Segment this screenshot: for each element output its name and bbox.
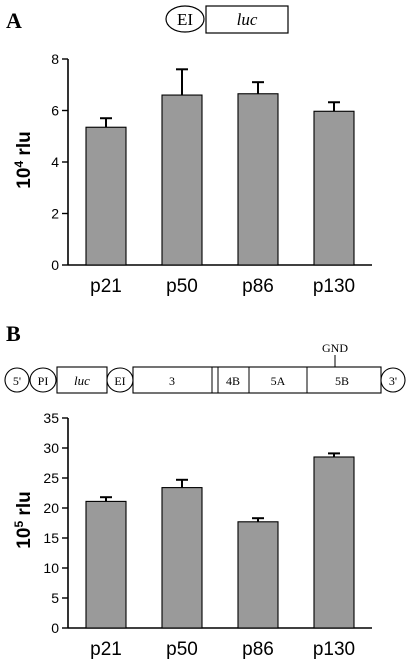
seg-4b-label: 4B [226, 374, 240, 388]
seg-5a-label: 5A [271, 374, 286, 388]
ei-label-b: EI [114, 374, 125, 388]
luc-label: luc [237, 10, 258, 29]
y-tick-label: 2 [51, 206, 59, 222]
category-label: p21 [90, 276, 122, 297]
luc-label-b: luc [74, 373, 90, 388]
y-axis-label-exponent: 4 [12, 161, 26, 168]
category-label: p130 [313, 639, 355, 660]
panel-a-construct: EI luc [165, 5, 289, 34]
panel-a-letter: A [6, 8, 22, 33]
ei-label: EI [177, 10, 193, 29]
category-label: p86 [242, 276, 274, 297]
y-axis-label-base: 10 [14, 528, 35, 549]
panel-b-letter: B [6, 321, 21, 346]
y-axis-label-base: 10 [14, 168, 35, 189]
y-tick-label: 8 [51, 51, 59, 67]
y-axis-label-exponent: 5 [12, 521, 26, 528]
y-tick-label: 0 [51, 620, 59, 636]
bar-p130 [313, 110, 355, 266]
pi-element [29, 367, 57, 393]
bar-p21 [85, 500, 127, 629]
y-tick-label: 6 [51, 103, 59, 119]
ei-element [165, 5, 205, 33]
y-tick-label: 30 [43, 440, 59, 456]
ns-polyprotein-box [132, 366, 382, 394]
five-utr [4, 367, 30, 393]
y-tick-label: 5 [51, 590, 59, 606]
y-axis-label: 104 rlu [12, 131, 35, 188]
category-label: p21 [90, 639, 122, 660]
bar-p86 [237, 521, 279, 629]
y-tick-label: 0 [51, 257, 59, 273]
gnd-label: GND [322, 341, 348, 355]
category-label: p86 [242, 639, 274, 660]
category-label: p50 [166, 276, 198, 297]
bar-p21 [85, 126, 127, 266]
y-axis-label-unit: rlu [14, 491, 35, 521]
panel-b-construct: GND 5' PI luc EI 3 4B 5A 5B 3' [4, 341, 406, 394]
y-tick-label: 15 [43, 530, 59, 546]
seg-3-label: 3 [169, 374, 175, 388]
y-axis-label-unit: rlu [14, 131, 35, 161]
luc-box [205, 5, 289, 34]
three-utr [380, 367, 406, 393]
bar-p50 [161, 487, 203, 629]
y-tick-label: 10 [43, 560, 59, 576]
seg-5b-label: 5B [335, 374, 349, 388]
three-utr-label: 3' [389, 374, 397, 388]
category-label: p130 [313, 276, 355, 297]
y-tick-label: 20 [43, 500, 59, 516]
category-label: p50 [166, 639, 198, 660]
luc-box-b [56, 366, 108, 394]
y-tick-label: 35 [43, 410, 59, 426]
y-tick-label: 4 [51, 154, 59, 170]
bar-p130 [313, 456, 355, 629]
y-axis-label: 105 rlu [12, 491, 35, 548]
bar-p86 [237, 93, 279, 266]
five-utr-label: 5' [13, 374, 21, 388]
bar-p50 [161, 94, 203, 266]
y-tick-label: 25 [43, 470, 59, 486]
pi-label: PI [38, 374, 49, 388]
